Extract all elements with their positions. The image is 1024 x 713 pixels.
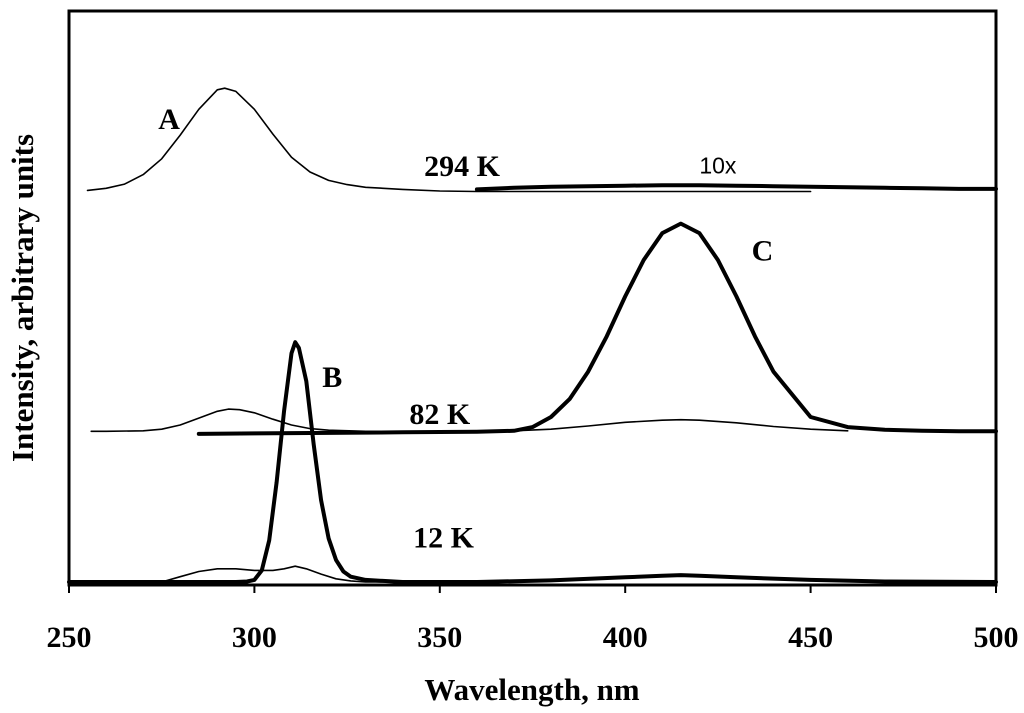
annotation-ten: 10x: [699, 153, 737, 179]
annotation-b: B: [322, 361, 342, 394]
series-line-5: [160, 565, 404, 583]
x-tick-label: 500: [974, 621, 1019, 654]
series-line-6: [67, 340, 998, 584]
x-tick-label: 400: [603, 621, 648, 654]
series-layer: [67, 87, 998, 584]
annotation-t12: 12 K: [413, 522, 475, 555]
x-tick-label: 350: [417, 621, 462, 654]
annotation-t82: 82 K: [409, 398, 471, 431]
annotation-layer: A B C 294 K 82 K 12 K 10x: [158, 103, 773, 555]
series-line-4: [196, 221, 998, 436]
x-tick-label: 450: [788, 621, 833, 654]
x-axis-ticks: 250 300 350 400 450 500: [47, 585, 1019, 654]
series-line-2: [474, 183, 998, 192]
x-axis-title: Wavelength, nm: [424, 672, 639, 707]
annotation-a: A: [158, 103, 180, 136]
x-tick-label: 300: [232, 621, 277, 654]
annotation-c: C: [752, 235, 774, 268]
x-tick-label: 250: [47, 621, 92, 654]
plot-frame: [67, 9, 998, 587]
annotation-t294: 294 K: [424, 150, 501, 183]
y-axis-title: Intensity, arbitrary units: [5, 134, 40, 462]
series-line-1: [86, 87, 812, 193]
